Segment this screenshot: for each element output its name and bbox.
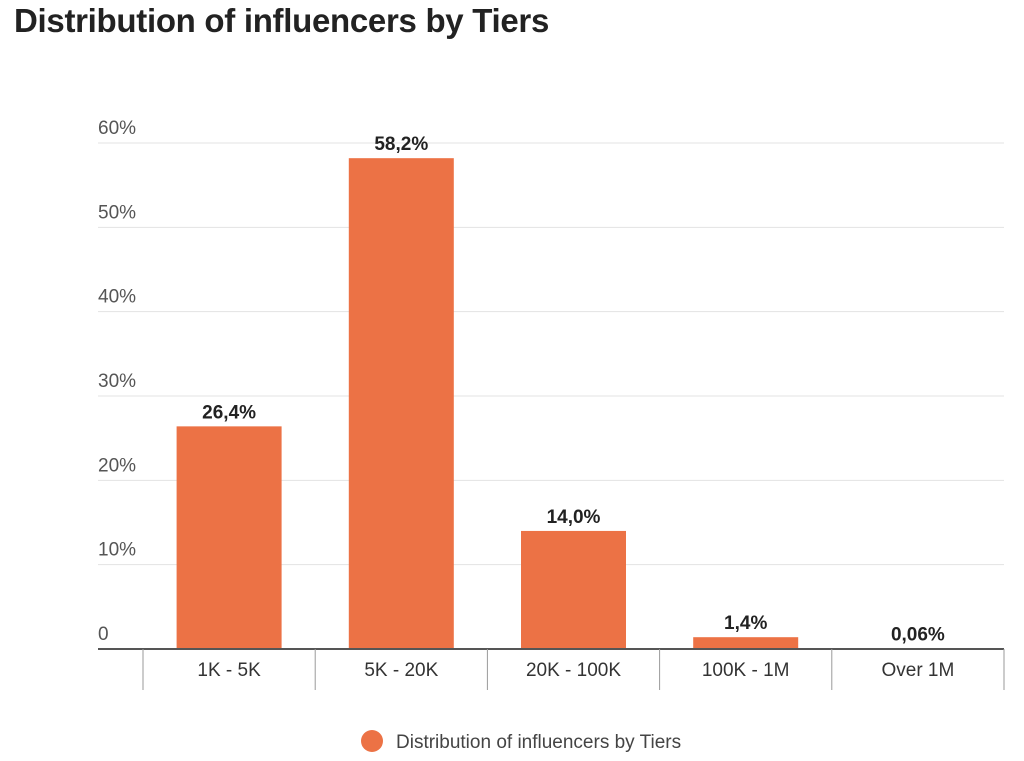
bar-3[interactable] — [521, 530, 626, 649]
y-tick-label: 20% — [98, 455, 136, 476]
x-tick-label: 20K - 100K — [526, 660, 621, 681]
y-tick-label: 50% — [98, 202, 136, 223]
bar-2[interactable] — [348, 158, 454, 649]
x-tick-label: 5K - 20K — [364, 660, 438, 681]
legend[interactable]: Distribution of influencers by Tiers — [361, 730, 681, 753]
x-tick-label: 100K - 1M — [702, 660, 790, 681]
bars — [176, 158, 971, 649]
bar-4[interactable] — [693, 637, 799, 649]
y-tick-label: 30% — [98, 371, 136, 392]
chart-title: Distribution of influencers by Tiers — [14, 2, 550, 39]
legend-label[interactable]: Distribution of influencers by Tiers — [396, 732, 681, 753]
y-tick-label: 0 — [98, 624, 109, 645]
y-axis-tick-labels: 0 10% 20% 30% 40% 50% 60% — [98, 118, 136, 645]
value-label: 58,2% — [374, 134, 428, 155]
y-tick-label: 10% — [98, 540, 136, 561]
value-label: 26,4% — [202, 402, 256, 423]
x-tick-label: 1K - 5K — [197, 660, 261, 681]
x-axis: 1K - 5K 5K - 20K 20K - 100K 100K - 1M Over 1… — [98, 648, 1005, 690]
value-label: 14,0% — [547, 507, 601, 528]
x-tick-label: Over 1M — [881, 660, 954, 681]
value-label: 0,06% — [891, 624, 945, 645]
value-label: 1,4% — [724, 613, 767, 634]
value-labels: 26,4% 58,2% 14,0% 1,4% 0,06% — [202, 134, 945, 645]
bar-1[interactable] — [176, 426, 282, 649]
y-tick-label: 40% — [98, 287, 136, 308]
y-tick-label: 60% — [98, 118, 136, 139]
legend-marker[interactable] — [361, 730, 383, 752]
